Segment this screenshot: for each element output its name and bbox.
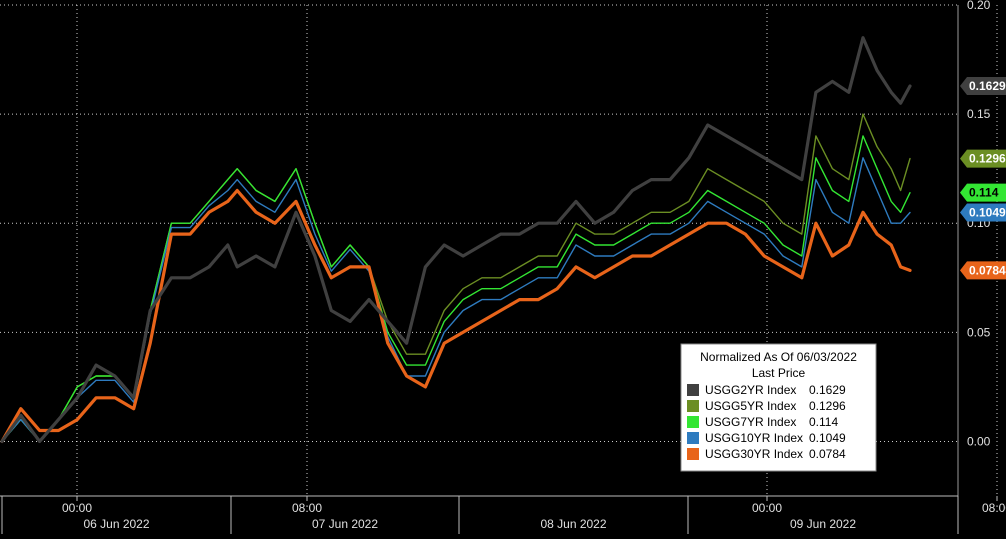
y-tick-label: 0.05 [967,325,991,339]
series-line-usgg10yr [1,157,911,443]
legend-entry-label: USGG5YR Index [705,399,796,413]
x-tick-label: 08:00 [982,501,1006,515]
last-value-tag: 0.114 [960,183,1006,202]
y-tick-label: 0.00 [967,434,991,448]
last-value-tag-text: 0.0784 [969,263,1006,277]
series-line-usgg2yr [0,36,912,443]
legend-title: Normalized As Of 06/03/2022 [700,350,857,364]
x-date-label: 06 Jun 2022 [83,517,149,531]
last-value-labels: 0.1629 0.1296 0.114 0.1049 0.0784 [960,76,1006,280]
legend-swatch [687,448,699,460]
legend-entry-label: USGG2YR Index [705,383,796,397]
legend-entry-label: USGG30YR Index [705,447,803,461]
legend-swatch [687,416,699,428]
legend-subtitle: Last Price [752,366,806,380]
x-tick-label: 00:00 [62,501,92,515]
x-tick-label: 00:00 [752,501,782,515]
last-value-tag: 0.1049 [960,203,1006,222]
legend-box [680,343,877,472]
y-tick-label: 0.15 [967,107,991,121]
series-line-usgg7yr [1,135,911,443]
x-tick-label: 08:00 [292,501,322,515]
legend-swatch [687,384,699,396]
last-value-tag: 0.1629 [960,76,1006,95]
last-value-tag-bg [960,149,1006,168]
last-value-tag-bg [960,76,1006,95]
x-date-label: 08 Jun 2022 [540,517,606,531]
last-value-tag: 0.0784 [960,261,1006,280]
x-date-label: 07 Jun 2022 [312,517,378,531]
series-lines [0,36,912,443]
last-value-tag-text: 0.1629 [969,79,1006,93]
legend-entry-value: 0.1296 [809,399,846,413]
legend-entry-label: USGG7YR Index [705,415,796,429]
legend-swatch [687,432,699,444]
series-line-usgg30yr [0,188,912,443]
last-value-tag-text: 0.1049 [969,206,1006,220]
legend-entry-value: 0.0784 [809,447,846,461]
legend: Normalized As Of 06/03/2022 Last Price USG… [680,343,877,472]
legend-entry-label: USGG10YR Index [705,431,803,445]
legend-entry-value: 0.1629 [809,383,846,397]
last-value-tag-bg [960,183,1006,202]
last-value-tag-bg [960,261,1006,280]
legend-swatch [687,400,699,412]
x-date-label: 09 Jun 2022 [790,517,856,531]
legend-entry-value: 0.1049 [809,431,846,445]
last-value-tag-text: 0.114 [969,186,999,200]
last-value-tag: 0.1296 [960,149,1006,168]
y-tick-label: 0.20 [967,0,991,12]
legend-entry-value: 0.114 [809,415,838,429]
last-value-tag-text: 0.1296 [969,152,1006,166]
last-value-tag-bg [960,203,1006,222]
